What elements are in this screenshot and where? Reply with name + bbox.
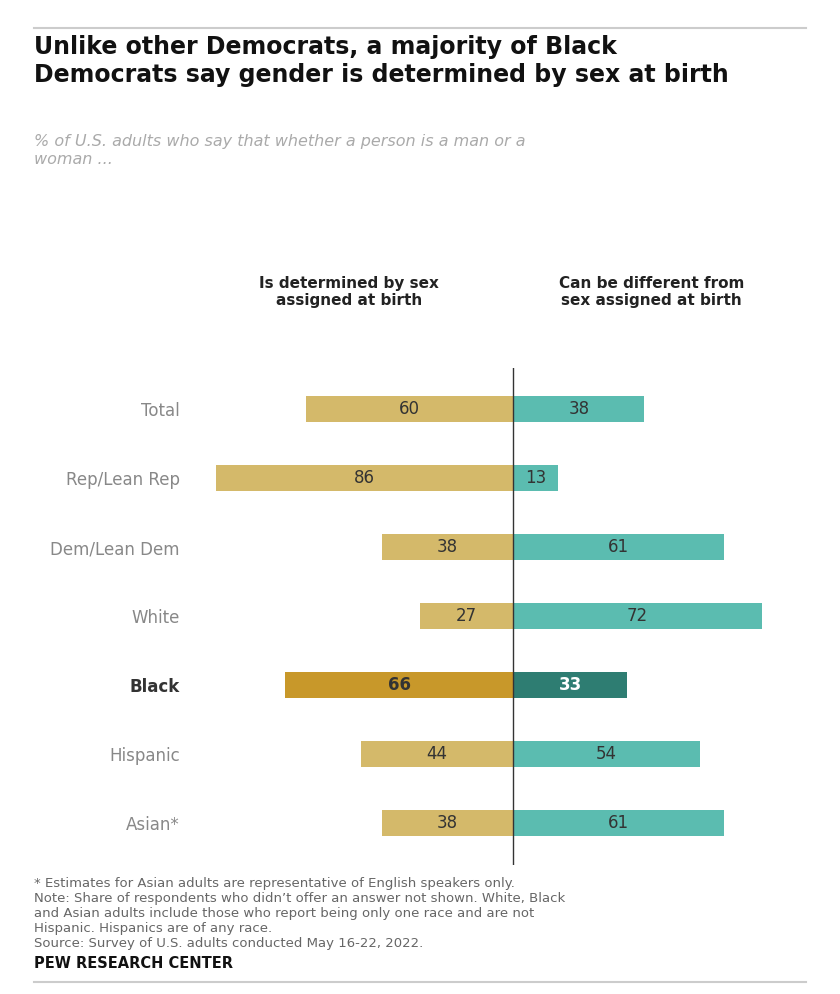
Text: 33: 33	[559, 676, 582, 694]
Text: * Estimates for Asian adults are representative of English speakers only.
Note: : * Estimates for Asian adults are represe…	[34, 877, 564, 949]
Text: % of U.S. adults who say that whether a person is a man or a
woman ...: % of U.S. adults who say that whether a …	[34, 134, 525, 167]
Text: 61: 61	[608, 814, 629, 832]
Bar	[382, 534, 513, 561]
Text: 38: 38	[437, 814, 458, 832]
Bar	[513, 396, 644, 422]
Text: 66: 66	[387, 676, 411, 694]
Bar	[513, 742, 700, 767]
Bar	[513, 465, 558, 491]
Bar	[513, 672, 627, 699]
Text: 38: 38	[437, 539, 458, 557]
Bar	[382, 810, 513, 837]
Bar	[420, 603, 513, 629]
Text: 44: 44	[427, 746, 448, 763]
Text: Is determined by sex
assigned at birth: Is determined by sex assigned at birth	[259, 275, 438, 308]
Text: 54: 54	[596, 746, 617, 763]
Text: 61: 61	[608, 539, 629, 557]
Text: 38: 38	[568, 401, 590, 418]
Bar	[216, 465, 513, 491]
Text: 72: 72	[627, 607, 648, 625]
Text: PEW RESEARCH CENTER: PEW RESEARCH CENTER	[34, 956, 233, 971]
Bar	[285, 672, 513, 699]
Text: 86: 86	[354, 469, 375, 487]
Bar	[513, 534, 724, 561]
Bar	[513, 810, 724, 837]
Text: Unlike other Democrats, a majority of Black
Democrats say gender is determined b: Unlike other Democrats, a majority of Bl…	[34, 35, 728, 86]
Bar	[361, 742, 513, 767]
Text: Can be different from
sex assigned at birth: Can be different from sex assigned at bi…	[559, 275, 744, 308]
Bar	[306, 396, 513, 422]
Bar	[513, 603, 762, 629]
Text: 60: 60	[399, 401, 420, 418]
Text: 27: 27	[456, 607, 477, 625]
Text: 13: 13	[525, 469, 546, 487]
